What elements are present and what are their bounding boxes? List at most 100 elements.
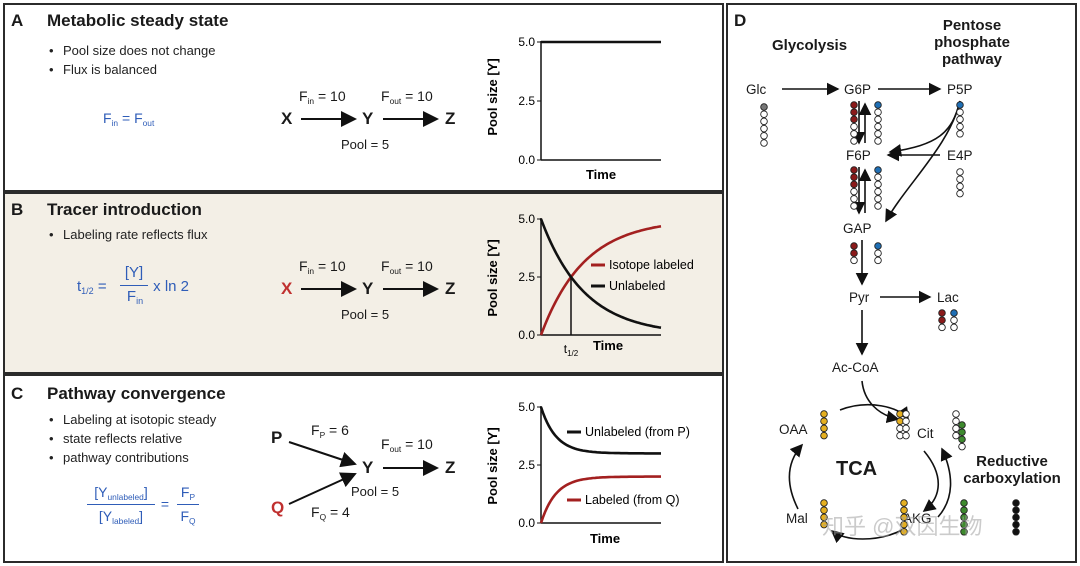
- panel-title: Metabolic steady state: [47, 11, 229, 30]
- series-line-unlabeled: [539, 218, 662, 329]
- flux-out-label: Fout = 10: [381, 258, 433, 276]
- arrow-q-y: [288, 472, 357, 505]
- y-tick-label: 5.0: [518, 212, 535, 226]
- pool-label: Pool = 5: [341, 137, 390, 152]
- series-layer: [539, 406, 661, 524]
- carbon-atom-dot: [850, 256, 858, 265]
- carbon-atom-dot: [902, 431, 910, 440]
- pool-label: Pool = 5: [351, 484, 400, 499]
- y-axis-label: Pool size [Y]: [485, 427, 500, 504]
- carbon-atom-dot: [850, 249, 858, 257]
- carbon-atom-dot: [760, 117, 768, 126]
- metabolite-lac: Lac: [937, 290, 959, 305]
- bullet-item: Labeling rate reflects flux: [49, 225, 207, 244]
- carbon-atom-dot: [850, 166, 858, 174]
- carbon-atom-dot: [960, 506, 968, 514]
- panel-letter: C: [11, 384, 24, 403]
- flux-out-label: Fout = 10: [381, 436, 433, 454]
- carbon-atom-dot: [850, 130, 858, 138]
- carbon-atom-dot: [956, 101, 964, 109]
- carbon-atom-dot: [952, 417, 960, 425]
- bullet-item: Pool size does not change: [49, 41, 215, 60]
- metabolite-g6p: G6P: [844, 82, 872, 97]
- metabolite-pyr: Pyr: [849, 290, 870, 305]
- carbon-atom-dot: [874, 173, 882, 181]
- carbon-atom-dot: [902, 417, 910, 425]
- metabolite-ac-coa: Ac-CoA: [832, 360, 879, 375]
- series-layer: [539, 218, 662, 336]
- y-axis-label: Pool size [Y]: [485, 239, 500, 316]
- bullet-list: Labeling rate reflects flux: [49, 225, 207, 244]
- carbon-atom-dot: [874, 195, 882, 203]
- carbon-atom-dot: [850, 108, 858, 116]
- carbon-atom-dot: [760, 124, 768, 133]
- node-y: Y: [362, 279, 374, 298]
- series-line-isotope-labeled: [539, 225, 662, 336]
- node-p: P: [271, 428, 283, 447]
- carbon-atom-dot: [760, 110, 768, 118]
- panel-letter: A: [11, 11, 24, 30]
- pathway-diagram: [760, 82, 1020, 544]
- carbon-atom-dot: [874, 242, 882, 250]
- node-x: X: [281, 279, 293, 298]
- carbon-atom-dot: [850, 195, 858, 203]
- legend-label: Labeled (from Q): [585, 493, 679, 507]
- carbon-atom-dot: [760, 103, 768, 111]
- carbon-atom-dot: [956, 175, 964, 183]
- y-tick-label: 5.0: [518, 35, 535, 49]
- carbon-atom-dot: [850, 137, 858, 145]
- carbon-atom-dot: [820, 513, 828, 522]
- carbon-atom-dot: [956, 130, 964, 138]
- carbon-atom-dot: [900, 528, 908, 536]
- metabolite-glc: Glc: [746, 82, 767, 97]
- chart-pool-size-a: Pool size [Y] 5.0 2.5 0.0 Time: [485, 35, 661, 182]
- panel-d: D Glycolysis Pentose phosphate pathway R…: [726, 3, 1077, 563]
- carbon-atom-dot: [956, 189, 964, 198]
- arrow-cit-akg: [922, 450, 939, 512]
- watermark-text: 知乎 @双因生物: [822, 514, 983, 539]
- carbon-atom-dot: [956, 115, 964, 124]
- node-q: Q: [271, 498, 285, 517]
- series-line-labeled-from-q-: [539, 475, 661, 524]
- carbon-atom-dot: [874, 166, 882, 174]
- balance-equation: Fin = Fout: [103, 110, 155, 128]
- cycle-label-tca: TCA: [836, 458, 878, 480]
- node-z: Z: [445, 279, 456, 298]
- carbon-atom-dot: [902, 424, 910, 433]
- header-glycolysis: Glycolysis: [772, 37, 848, 54]
- legend-label: Isotope labeled: [609, 258, 694, 272]
- carbon-atom-dot: [902, 410, 910, 418]
- carbon-atom-dot: [956, 182, 964, 191]
- arrow-p5p-gap: [885, 100, 961, 223]
- carbon-atom-dot: [874, 249, 882, 257]
- carbon-atom-dot: [958, 442, 966, 451]
- metabolite-e4p: E4P: [947, 148, 973, 163]
- carbon-atom-dot: [874, 187, 882, 196]
- carbon-atom-dot: [820, 424, 828, 433]
- legend-label: Unlabeled (from P): [585, 425, 690, 439]
- carbon-atom-dot: [960, 513, 968, 522]
- carbon-atom-dot: [820, 520, 828, 529]
- x-axis-label: Time: [590, 531, 620, 546]
- metabolite-mal: Mal: [786, 511, 808, 526]
- carbon-atom-dot: [956, 108, 964, 116]
- carbon-atom-dot: [850, 242, 858, 250]
- carbon-atom-dot: [1012, 513, 1020, 522]
- flux-arrows: [301, 281, 439, 297]
- arrow-accoa-cit: [861, 380, 900, 424]
- carbon-atom-dot: [820, 506, 828, 514]
- flux-q-label: FQ = 4: [311, 504, 350, 522]
- carbon-atom-dot: [874, 108, 882, 116]
- flux-arrows: [301, 111, 439, 127]
- bullet-list: Pool size does not change Flux is balanc…: [49, 41, 215, 79]
- y-tick-label: 2.5: [518, 94, 535, 108]
- carbon-atom-dot: [950, 316, 958, 324]
- carbon-atom-dot: [820, 417, 828, 425]
- carbon-atom-dot: [950, 323, 958, 332]
- carbon-atom-dot: [850, 180, 858, 189]
- carbon-atom-dot: [960, 528, 968, 536]
- carbon-atom-dot: [760, 132, 768, 140]
- carbon-atom-dot: [952, 424, 960, 433]
- carbon-atom-dot: [900, 513, 908, 522]
- y-tick-label: 5.0: [518, 400, 535, 414]
